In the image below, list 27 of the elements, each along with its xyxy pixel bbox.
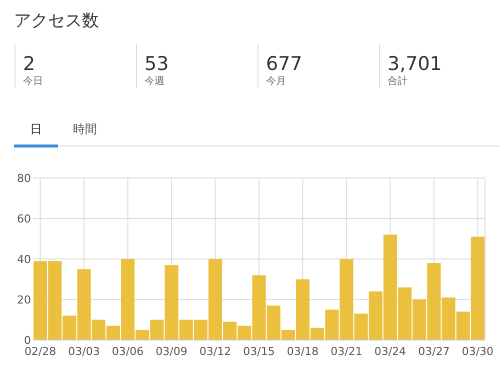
x-tick-label: 03/27 [418, 345, 450, 358]
text: 3,701 [388, 53, 442, 75]
y-tick-label: 0 [24, 334, 31, 347]
text: 677 [266, 53, 302, 75]
text: 2 [23, 53, 36, 75]
category-label: 今月 [266, 75, 286, 87]
x-tick-label: 03/21 [330, 345, 362, 358]
category-label: 今日 [23, 75, 43, 87]
category-label: 合計 [388, 75, 408, 87]
category-label: 今週 [144, 75, 164, 87]
x-tick-label: 03/12 [199, 345, 232, 358]
y-tick-label: 40 [17, 253, 31, 266]
y-tick-label: 20 [17, 294, 31, 306]
x-tick-label: 03/30 [462, 345, 494, 358]
text: アクセス数 [14, 11, 99, 31]
text: 日 [30, 122, 42, 136]
y-tick-label: 80 [17, 172, 31, 185]
text: 時間 [73, 122, 97, 136]
x-tick-label: 02/28 [24, 345, 56, 358]
x-tick-label: 03/15 [243, 345, 275, 358]
x-tick-label: 03/03 [68, 345, 100, 358]
text: 53 [144, 53, 169, 75]
x-tick-label: 03/24 [374, 345, 406, 358]
y-tick-label: 60 [17, 212, 31, 226]
x-tick-label: 03/06 [112, 345, 144, 358]
x-tick-label: 03/09 [156, 345, 188, 358]
x-tick-label: 03/18 [286, 345, 319, 358]
